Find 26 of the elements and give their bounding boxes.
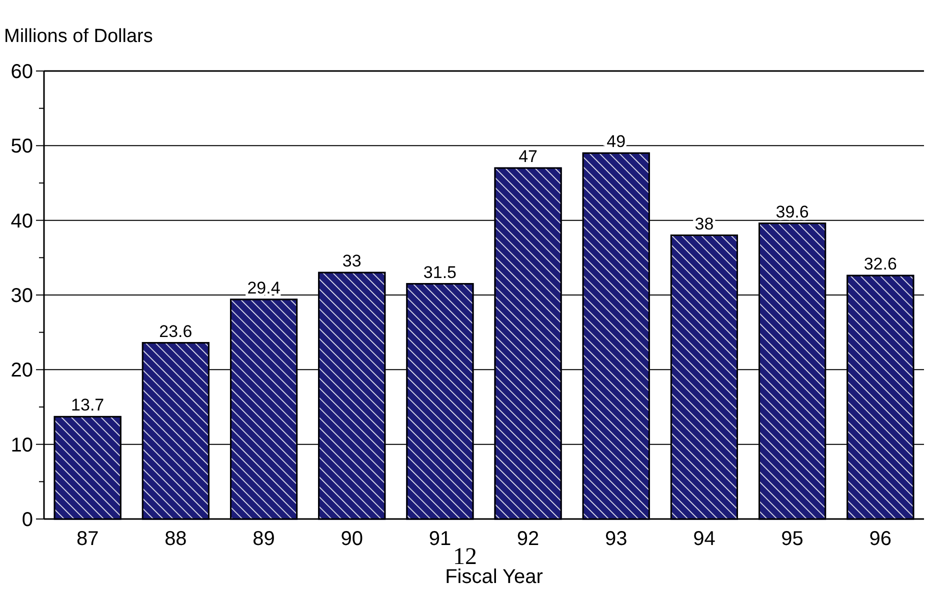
x-tick-label: 88 [164,528,187,550]
y-tick-label: 10 [10,434,33,456]
y-axis-title: Millions of Dollars [4,26,153,47]
y-tick-label: 30 [10,285,33,307]
data-label: 31.5 [423,262,457,282]
y-tick-label: 60 [10,61,33,83]
x-tick-label: 95 [781,528,804,550]
x-tick-label: 93 [605,528,628,550]
x-tick-label: 94 [693,528,716,550]
y-tick-label: 50 [10,136,33,158]
y-tick-label: 20 [10,360,33,382]
data-label: 32.6 [864,254,897,274]
x-tick-label: 92 [516,528,540,550]
x-tick-label: 89 [252,528,275,550]
data-label: 23.6 [159,322,192,341]
data-label: 39.6 [776,202,809,222]
y-tick-label: 40 [10,210,33,232]
x-tick-label: 87 [76,528,99,550]
data-label: 47 [518,147,538,166]
data-label: 29.4 [247,278,280,298]
x-tick-label: 90 [340,528,363,550]
data-label: 13.7 [71,396,104,415]
y-tick-label: 0 [22,509,33,531]
data-label: 33 [342,252,362,271]
x-tick-label: 91 [428,528,452,550]
x-tick-label: 96 [869,528,892,550]
